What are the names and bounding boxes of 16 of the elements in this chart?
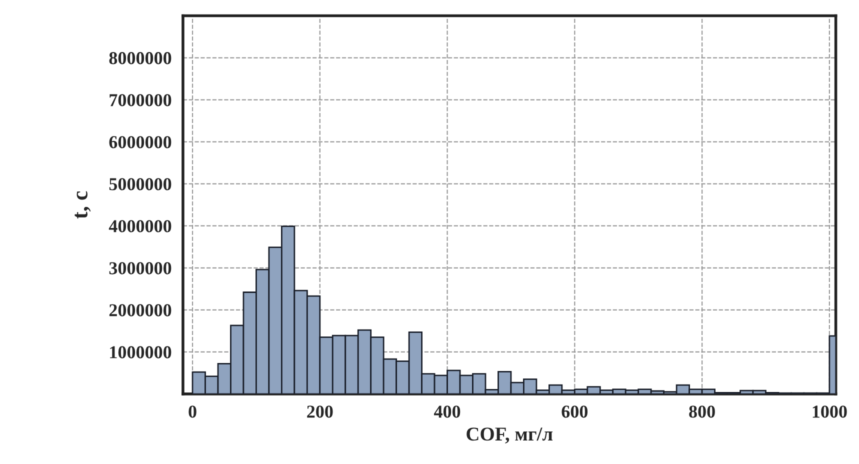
y-tick-label: 6000000 [109, 136, 172, 148]
y-tick-label: 2000000 [109, 304, 172, 316]
y-tick-label: 5000000 [109, 178, 172, 190]
y-tick-label: 7000000 [110, 94, 172, 106]
y-axis-title: t, c [74, 191, 91, 219]
x-tick-label: 400 [434, 406, 460, 418]
x-tick-label: 200 [307, 406, 333, 418]
x-tick-label: 1000 [812, 406, 847, 418]
y-tick-label: 4000000 [108, 220, 172, 232]
y-tick-label: 3000000 [109, 262, 172, 274]
y-tick-label: 8000000 [109, 52, 172, 64]
y-tick-label: 1000000 [110, 346, 172, 358]
x-tick-label: 0 [188, 406, 196, 418]
x-tick-label: 800 [689, 406, 715, 418]
x-axis-title: COF, мг/л [466, 428, 553, 444]
x-tick-label: 600 [562, 406, 588, 418]
